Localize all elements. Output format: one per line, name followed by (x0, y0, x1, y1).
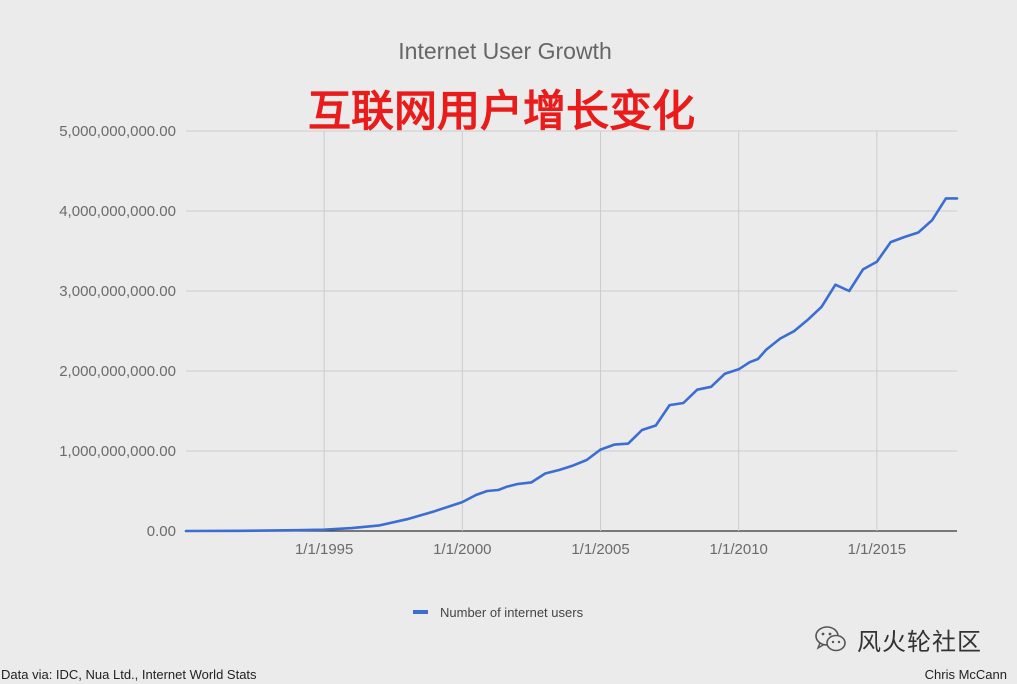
watermark-text: 风火轮社区 (857, 628, 982, 656)
y-tick-label: 4,000,000,000.00 (59, 203, 176, 220)
x-axis-ticks: 1/1/1995 1/1/2000 1/1/2005 1/1/2010 1/1/2015 (295, 541, 906, 558)
x-tick-label: 1/1/2005 (571, 541, 629, 558)
x-tick-label: 1/1/2000 (433, 541, 491, 558)
y-tick-label: 1,000,000,000.00 (59, 443, 176, 460)
legend-swatch (413, 610, 428, 614)
y-tick-label: 2,000,000,000.00 (59, 363, 176, 380)
watermark: 风火轮社区 (814, 621, 982, 657)
wechat-icon (815, 626, 846, 652)
overlay-title: 互联网用户增长变化 (308, 88, 695, 136)
series-layer (184, 197, 959, 533)
y-tick-label: 5,000,000,000.00 (59, 123, 176, 140)
legend-label: Number of internet users (440, 604, 584, 620)
series-line-internet-users[interactable] (184, 197, 959, 533)
x-tick-label: 1/1/1995 (295, 541, 353, 558)
y-axis-ticks: 0.00 1,000,000,000.00 2,000,000,000.00 3,00… (59, 123, 176, 540)
author-credit: Chris McCann (924, 667, 1007, 682)
y-tick-label: 0.00 (147, 523, 176, 540)
x-tick-label: 1/1/2015 (848, 541, 906, 558)
gridlines (186, 130, 957, 532)
x-tick-label: 1/1/2010 (709, 541, 767, 558)
chart-title: Internet User Growth (398, 38, 612, 64)
source-note: Data via: IDC, Nua Ltd., Internet World … (1, 667, 257, 682)
y-tick-label: 3,000,000,000.00 (59, 283, 176, 300)
legend[interactable]: Number of internet users (413, 603, 583, 621)
